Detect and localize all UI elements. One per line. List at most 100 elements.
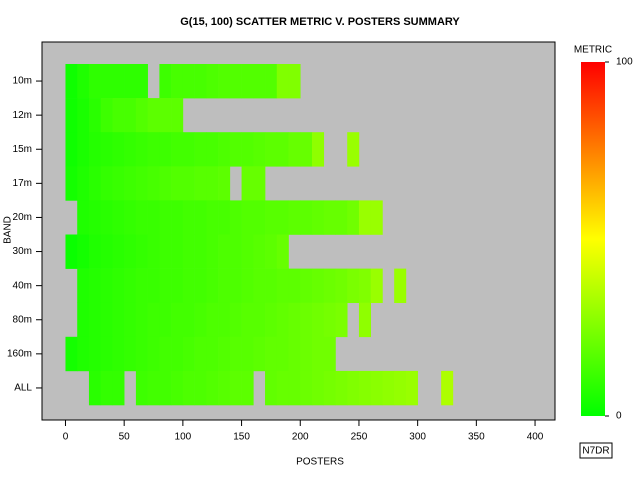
y-tick-label: 20m bbox=[13, 212, 32, 223]
heat-cell bbox=[358, 200, 371, 235]
heat-cell bbox=[147, 98, 160, 133]
heat-cell bbox=[265, 370, 278, 406]
heat-cell bbox=[206, 302, 219, 338]
heat-cell bbox=[206, 268, 219, 303]
heat-cell bbox=[124, 132, 137, 167]
heat-cell bbox=[194, 268, 207, 303]
heat-cell bbox=[265, 200, 278, 235]
heat-cell bbox=[405, 370, 418, 406]
y-tick-label: 30m bbox=[13, 246, 32, 257]
heat-cell bbox=[288, 132, 301, 167]
heat-cell bbox=[300, 336, 313, 372]
heat-cell bbox=[100, 200, 113, 235]
heat-cell bbox=[229, 268, 242, 303]
heat-cell bbox=[65, 132, 78, 167]
heat-cell bbox=[135, 370, 148, 406]
heat-cell bbox=[124, 200, 137, 235]
heat-cell bbox=[88, 200, 101, 235]
heat-cell bbox=[300, 200, 313, 235]
heat-cell bbox=[300, 370, 313, 406]
heat-cell bbox=[124, 336, 137, 372]
y-tick-label: 17m bbox=[13, 178, 32, 189]
x-tick-label: 350 bbox=[468, 432, 485, 443]
heat-cell bbox=[253, 200, 266, 235]
heat-cell bbox=[194, 132, 207, 167]
heat-cell bbox=[194, 234, 207, 269]
heat-cell bbox=[159, 200, 172, 235]
heat-cell bbox=[265, 268, 278, 303]
heat-cell bbox=[218, 268, 231, 303]
heat-cell bbox=[135, 166, 148, 201]
heat-cell bbox=[100, 370, 113, 406]
heat-cell bbox=[241, 166, 254, 201]
y-tick-label: ALL bbox=[14, 383, 32, 394]
heat-cell bbox=[218, 302, 231, 338]
heat-cell bbox=[323, 302, 336, 338]
heat-cell bbox=[112, 132, 125, 167]
heat-cell bbox=[135, 200, 148, 235]
heat-cell bbox=[229, 370, 242, 406]
heat-cell bbox=[288, 302, 301, 338]
heat-cell bbox=[265, 234, 278, 269]
heat-cell bbox=[194, 64, 207, 99]
heat-cell bbox=[147, 234, 160, 269]
heat-cell bbox=[394, 268, 407, 303]
heat-cell bbox=[171, 268, 184, 303]
heat-cell bbox=[206, 234, 219, 269]
heat-cell bbox=[206, 200, 219, 235]
heat-cell bbox=[182, 234, 195, 269]
heat-cell bbox=[335, 370, 348, 406]
heat-cell bbox=[206, 166, 219, 201]
heat-cell bbox=[171, 336, 184, 372]
heat-cell bbox=[77, 132, 90, 167]
heat-cell bbox=[135, 234, 148, 269]
heat-cell bbox=[194, 370, 207, 406]
y-tick-label: 80m bbox=[13, 314, 32, 325]
heat-cell bbox=[171, 302, 184, 338]
heat-cell bbox=[135, 336, 148, 372]
heat-cell bbox=[194, 302, 207, 338]
heat-cell bbox=[276, 268, 289, 303]
heat-cell bbox=[276, 302, 289, 338]
heat-cell bbox=[77, 336, 90, 372]
colorbar-label: METRIC bbox=[574, 45, 612, 56]
heat-cell bbox=[159, 234, 172, 269]
heat-cell bbox=[241, 64, 254, 99]
heat-cell bbox=[335, 302, 348, 338]
heat-cell bbox=[182, 132, 195, 167]
heat-cell bbox=[135, 98, 148, 133]
heat-cell bbox=[276, 336, 289, 372]
heat-cell bbox=[77, 234, 90, 269]
footer: N7DR bbox=[582, 446, 609, 457]
heat-cell bbox=[218, 132, 231, 167]
heat-cell bbox=[88, 268, 101, 303]
heat-cell bbox=[218, 370, 231, 406]
heat-cell bbox=[300, 132, 313, 167]
x-tick-label: 50 bbox=[119, 432, 131, 443]
heat-cell bbox=[65, 234, 78, 269]
heat-cell bbox=[112, 234, 125, 269]
y-axis-label: BAND bbox=[3, 216, 14, 244]
heat-cell bbox=[312, 336, 325, 372]
heat-cell bbox=[253, 268, 266, 303]
heat-cell bbox=[182, 64, 195, 99]
heat-cell bbox=[194, 166, 207, 201]
heat-cell bbox=[100, 268, 113, 303]
footer-box bbox=[579, 442, 613, 459]
heat-cell bbox=[171, 370, 184, 406]
heat-cell bbox=[77, 166, 90, 201]
heat-cell bbox=[241, 336, 254, 372]
heat-cell bbox=[288, 370, 301, 406]
heat-cell bbox=[241, 268, 254, 303]
y-tick-label: 160m bbox=[7, 348, 32, 359]
heat-cell bbox=[358, 302, 371, 338]
heat-cell bbox=[182, 200, 195, 235]
heat-cell bbox=[206, 64, 219, 99]
heat-cell bbox=[88, 234, 101, 269]
heat-cell bbox=[159, 302, 172, 338]
x-tick-label: 100 bbox=[175, 432, 192, 443]
heat-cell bbox=[135, 268, 148, 303]
heat-cell bbox=[194, 200, 207, 235]
heat-cell bbox=[88, 370, 101, 406]
